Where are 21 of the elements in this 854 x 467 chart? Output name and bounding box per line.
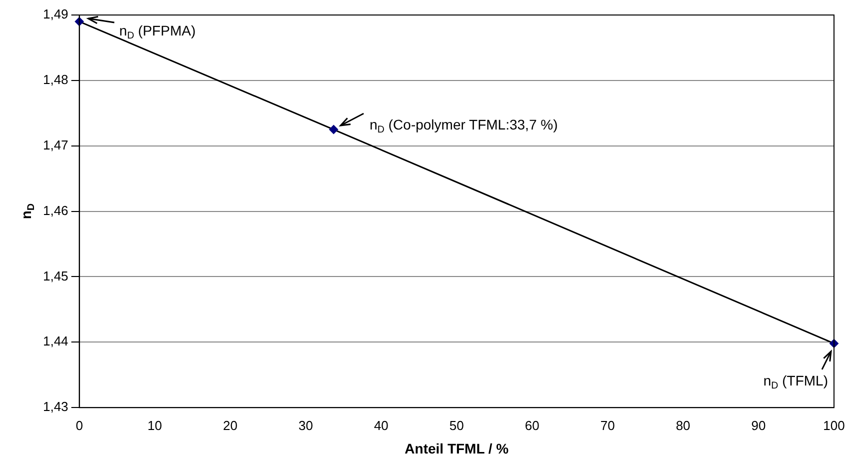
y-tick-label: 1,48 xyxy=(42,72,68,88)
y-tick-label: 1,46 xyxy=(42,202,68,218)
x-tick-label: 20 xyxy=(223,418,238,433)
y-tick-label: 1,45 xyxy=(42,268,68,284)
x-tick-label: 40 xyxy=(374,418,388,433)
y-tick-label: 1,49 xyxy=(42,6,68,22)
x-tick-label: 10 xyxy=(148,418,162,433)
x-tick-label: 50 xyxy=(449,418,464,433)
y-tick-label: 1,47 xyxy=(42,137,68,152)
x-tick-label: 80 xyxy=(676,418,690,433)
x-tick-label: 90 xyxy=(751,418,766,433)
x-axis-title: Anteil TFML / % xyxy=(404,440,510,456)
point xyxy=(329,125,338,134)
y-tick-label: 1,43 xyxy=(42,399,68,414)
x-tick-label: 30 xyxy=(298,418,313,433)
x-tick-label: 0 xyxy=(76,418,83,433)
y-axis-title: nD xyxy=(18,203,38,220)
x-tick-label: 70 xyxy=(600,418,615,433)
x-tick-label: 60 xyxy=(524,418,540,433)
y-tick-label: 1,44 xyxy=(42,334,68,349)
x-tick-label: 100 xyxy=(823,418,845,433)
